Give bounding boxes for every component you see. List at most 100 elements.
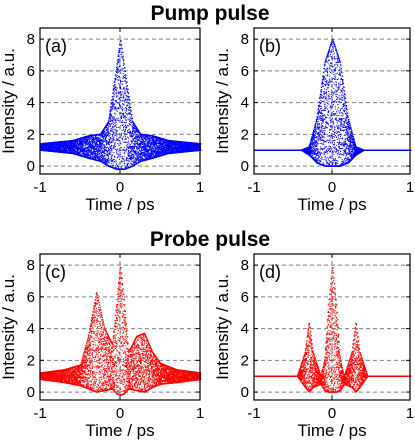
data-point (107, 161, 109, 163)
data-point (135, 140, 137, 142)
data-point (86, 138, 88, 140)
data-point (74, 141, 76, 143)
data-point (140, 138, 142, 140)
data-point (79, 143, 81, 145)
data-point (105, 139, 107, 141)
data-point (110, 123, 112, 125)
data-point (64, 141, 66, 143)
data-point (116, 118, 118, 120)
data-point (88, 142, 90, 144)
data-point (173, 148, 175, 150)
data-point (127, 113, 129, 115)
data-point (87, 154, 89, 156)
data-point (140, 140, 142, 142)
data-point (124, 89, 126, 91)
data-point (171, 147, 173, 149)
data-point (150, 137, 152, 139)
data-point (80, 138, 82, 140)
data-point (101, 159, 103, 161)
data-point (125, 86, 127, 88)
data-point (130, 159, 132, 161)
data-point (109, 147, 111, 149)
data-point (164, 142, 166, 144)
data-point (77, 145, 79, 147)
data-point (117, 102, 119, 104)
data-point (127, 136, 129, 138)
data-point (118, 148, 120, 150)
data-point (110, 155, 112, 157)
data-point (91, 141, 93, 143)
data-point (123, 152, 125, 154)
data-point (92, 144, 94, 146)
data-point (95, 148, 97, 150)
data-point (135, 130, 137, 132)
data-point (176, 146, 178, 148)
data-point (132, 163, 134, 165)
data-point (89, 142, 91, 144)
data-point (88, 152, 90, 154)
data-point (82, 154, 84, 156)
data-point (74, 150, 76, 151)
data-point (170, 148, 172, 150)
data-point (131, 119, 133, 121)
data-point (140, 157, 142, 159)
data-point (107, 154, 109, 156)
data-point (115, 160, 117, 162)
data-point (85, 138, 87, 140)
data-point (50, 145, 52, 147)
data-point (94, 152, 96, 154)
data-point (134, 128, 136, 130)
data-point (119, 113, 121, 115)
data-point (58, 142, 60, 144)
data-point (70, 151, 72, 153)
data-point (149, 157, 151, 159)
data-point (118, 92, 120, 94)
data-point (101, 154, 103, 156)
data-point (164, 147, 166, 149)
data-point (66, 143, 68, 145)
data-point (152, 143, 154, 145)
data-point (62, 149, 64, 151)
data-point (77, 151, 79, 153)
data-point (111, 126, 113, 128)
data-point (77, 147, 79, 149)
data-point (108, 135, 110, 137)
data-point (119, 120, 121, 122)
data-point (42, 146, 44, 148)
data-point (111, 103, 113, 105)
data-point (135, 130, 137, 132)
data-point (124, 155, 126, 157)
data-point (120, 136, 122, 138)
data-point (128, 113, 130, 115)
data-point (131, 122, 133, 124)
data-point (52, 148, 54, 150)
data-point (122, 141, 124, 143)
data-point (97, 144, 99, 146)
data-point (98, 144, 100, 146)
data-point (133, 147, 135, 149)
data-point (148, 139, 150, 141)
data-point (113, 124, 115, 126)
data-point (143, 136, 145, 138)
data-point (177, 149, 179, 151)
data-point (115, 75, 117, 77)
data-point (108, 152, 110, 154)
data-point (125, 137, 127, 139)
data-point (116, 127, 118, 129)
data-point (163, 139, 165, 141)
data-point (114, 119, 116, 121)
data-point (155, 142, 157, 144)
data-point (133, 163, 135, 165)
data-point (149, 145, 151, 147)
data-point (143, 151, 145, 153)
data-point (128, 153, 130, 155)
data-point (136, 137, 138, 139)
data-point (105, 135, 107, 137)
data-point (160, 146, 162, 148)
data-point (128, 125, 130, 127)
data-point (161, 139, 163, 141)
data-point (115, 89, 117, 91)
data-point (162, 145, 164, 147)
data-point (144, 136, 146, 138)
